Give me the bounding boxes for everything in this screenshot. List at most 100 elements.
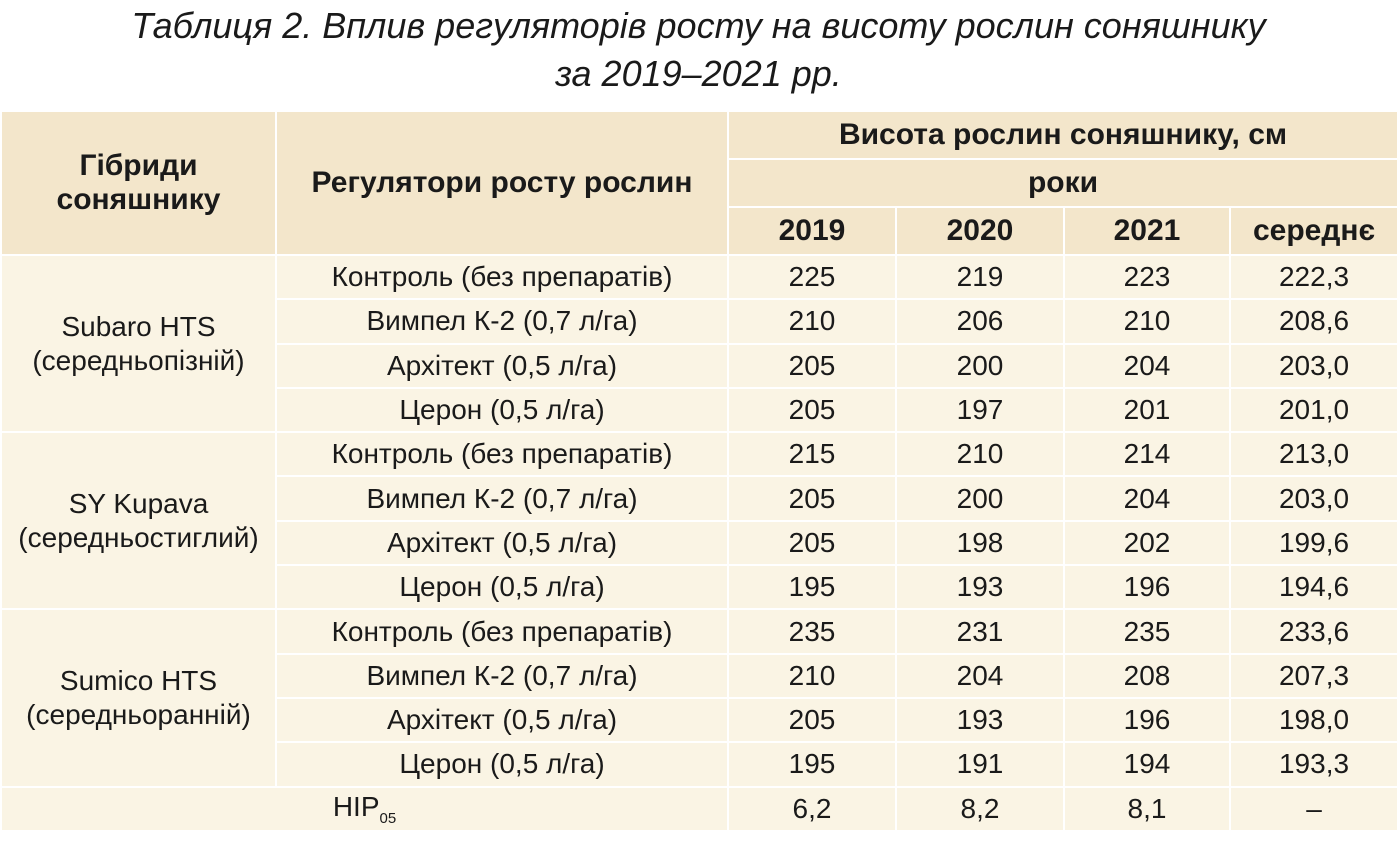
regulator-cell: Вимпел К-2 (0,7 л/га) <box>275 652 729 699</box>
table-row: Архітект (0,5 л/га) 205 198 202 199,6 <box>1 519 1397 567</box>
lsd-row: НІР05 6,2 8,2 8,1 – <box>0 785 1397 832</box>
value-2021: 214 <box>1063 431 1231 478</box>
value-2020: 197 <box>895 386 1065 434</box>
hybrid-maturity: (середньоранній) <box>26 698 251 730</box>
value-average: 203,0 <box>1228 475 1397 522</box>
regulator-cell: Контроль (без препаратів) <box>275 608 729 655</box>
table-row: Церон (0,5 л/га) 205 197 201 201,0 <box>1 386 1397 434</box>
value-2020: 204 <box>895 652 1065 699</box>
table-row: Вимпел К-2 (0,7 л/га) 205 200 204 203,0 <box>1 475 1397 522</box>
value-2021: 202 <box>1063 519 1231 567</box>
value-2019: 205 <box>727 696 897 744</box>
value-average: 199,6 <box>1228 519 1397 567</box>
value-2019: 205 <box>727 475 897 522</box>
value-2020: 191 <box>895 741 1065 788</box>
value-2020: 219 <box>895 253 1065 301</box>
regulator-cell: Контроль (без препаратів) <box>275 253 729 301</box>
hybrid-maturity: (середньопізній) <box>32 344 245 376</box>
table-body: Subaro HTS (середньопізній) Контроль (без … <box>0 253 1397 788</box>
hybrid-cell: Sumico HTS (середньоранній) <box>0 608 277 788</box>
value-average: 208,6 <box>1228 298 1397 345</box>
regulator-cell: Архітект (0,5 л/га) <box>275 696 729 744</box>
value-average: 198,0 <box>1228 696 1397 744</box>
value-2021: 223 <box>1063 253 1231 301</box>
table-header: Гібриди соняшнику Регулятори росту росли… <box>0 110 1397 256</box>
table-row: Архітект (0,5 л/га) 205 200 204 203,0 <box>1 342 1397 389</box>
hybrid-name: Sumico HTS <box>59 664 218 696</box>
value-2021: 196 <box>1063 564 1231 611</box>
value-2019: 235 <box>727 608 897 655</box>
header-years: роки <box>726 158 1397 208</box>
value-average: 193,3 <box>1228 741 1397 788</box>
value-2019: 195 <box>727 564 897 611</box>
regulator-cell: Церон (0,5 л/га) <box>275 741 729 788</box>
value-2019: 215 <box>727 431 897 478</box>
regulator-cell: Вимпел К-2 (0,7 л/га) <box>275 475 729 522</box>
value-2019: 210 <box>727 298 897 345</box>
value-2019: 210 <box>727 652 897 699</box>
value-2021: 210 <box>1063 298 1231 345</box>
lsd-value: 6,2 <box>727 785 897 832</box>
table-row: Subaro HTS (середньопізній) Контроль (без … <box>0 253 1397 434</box>
lsd-value: 8,2 <box>895 785 1065 832</box>
data-table: Гібриди соняшнику Регулятори росту росли… <box>0 110 1397 832</box>
table-row: Вимпел К-2 (0,7 л/га) 210 204 208 207,3 <box>1 652 1397 699</box>
value-2019: 205 <box>727 386 897 434</box>
regulator-cell: Церон (0,5 л/га) <box>275 564 729 611</box>
lsd-value: 8,1 <box>1063 785 1231 832</box>
header-col-2021: 2021 <box>1063 206 1231 256</box>
value-2021: 204 <box>1063 342 1231 389</box>
table-row: Sumico HTS (середньоранній) Контроль (без … <box>0 608 1397 788</box>
header-col-average: середнє <box>1228 206 1397 256</box>
value-average: 203,0 <box>1228 342 1397 389</box>
regulator-cell: Контроль (без препаратів) <box>275 431 729 478</box>
header-regulators: Регулятори росту рослин <box>275 110 729 256</box>
lsd-label: НІР05 <box>0 785 729 832</box>
value-2019: 205 <box>727 342 897 389</box>
hybrid-cell: Subaro HTS (середньопізній) <box>0 253 277 434</box>
hybrid-name: SY Kupava <box>68 487 209 519</box>
table-row: Архітект (0,5 л/га) 205 193 196 198,0 <box>1 696 1397 744</box>
value-2020: 193 <box>895 696 1065 744</box>
header-hybrids: Гібриди соняшнику <box>0 110 277 256</box>
value-average: 194,6 <box>1228 564 1397 611</box>
value-2019: 225 <box>727 253 897 301</box>
value-2021: 201 <box>1063 386 1231 434</box>
table-row: Вимпел К-2 (0,7 л/га) 210 206 210 208,6 <box>1 298 1397 345</box>
value-average: 233,6 <box>1228 608 1397 655</box>
table-row: Церон (0,5 л/га) 195 191 194 193,3 <box>1 741 1397 788</box>
value-2019: 195 <box>727 741 897 788</box>
lsd-value: – <box>1228 785 1397 832</box>
regulator-cell: Архітект (0,5 л/га) <box>275 519 729 567</box>
value-average: 201,0 <box>1228 386 1397 434</box>
header-col-2020: 2020 <box>895 206 1065 256</box>
caption-line-1: Таблиця 2. Вплив регуляторів росту на ви… <box>131 5 1266 46</box>
value-2020: 200 <box>895 475 1065 522</box>
regulator-cell: Церон (0,5 л/га) <box>275 386 729 434</box>
table-footer: НІР05 6,2 8,2 8,1 – <box>0 785 1397 832</box>
hybrid-cell: SY Kupava (середньостиглий) <box>0 431 277 611</box>
value-2020: 200 <box>895 342 1065 389</box>
table-caption: Таблиця 2. Вплив регуляторів росту на ви… <box>0 0 1397 110</box>
regulator-cell: Архітект (0,5 л/га) <box>275 342 729 389</box>
header-col-2019: 2019 <box>727 206 897 256</box>
hybrid-maturity: (середньостиглий) <box>18 521 259 553</box>
value-2021: 208 <box>1063 652 1231 699</box>
value-average: 213,0 <box>1228 431 1397 478</box>
value-2021: 196 <box>1063 696 1231 744</box>
value-2021: 194 <box>1063 741 1231 788</box>
value-2020: 198 <box>895 519 1065 567</box>
table-row: SY Kupava (середньостиглий) Контроль (без … <box>0 431 1397 611</box>
value-2020: 210 <box>895 431 1065 478</box>
caption-line-2: за 2019–2021 рр. <box>555 53 842 94</box>
hybrid-name: Subaro HTS <box>61 310 216 342</box>
value-2020: 231 <box>895 608 1065 655</box>
value-2020: 206 <box>895 298 1065 345</box>
value-average: 207,3 <box>1228 652 1397 699</box>
value-2021: 204 <box>1063 475 1231 522</box>
value-2020: 193 <box>895 564 1065 611</box>
table-row: Церон (0,5 л/га) 195 193 196 194,6 <box>1 564 1397 611</box>
value-2021: 235 <box>1063 608 1231 655</box>
header-height: Висота рослин соняшнику, см <box>726 110 1397 160</box>
value-average: 222,3 <box>1228 253 1397 301</box>
